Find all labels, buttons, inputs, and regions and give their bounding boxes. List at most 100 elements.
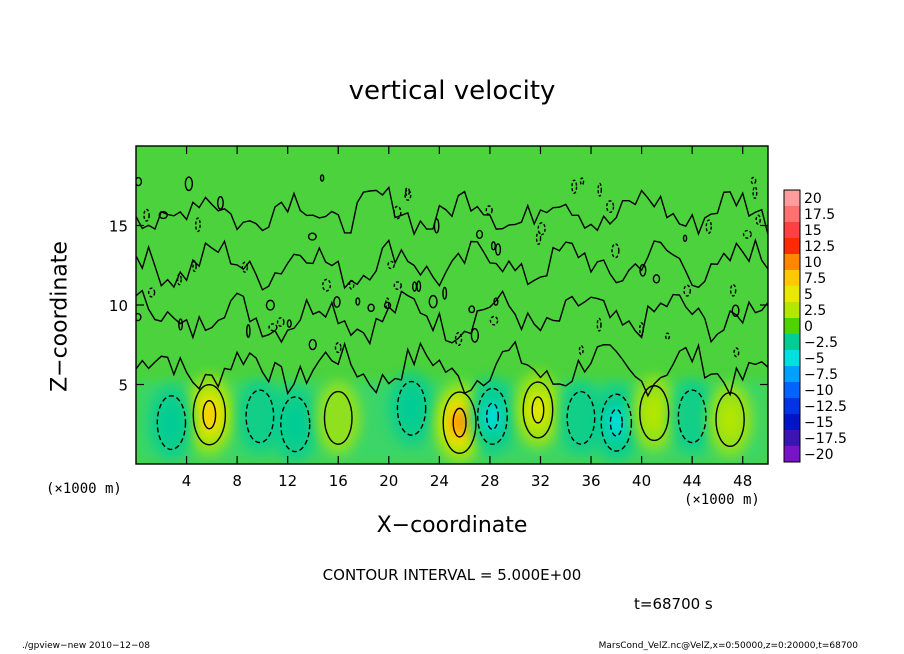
downdraft-cell <box>237 379 283 454</box>
colorbar-label: −17.5 <box>804 431 847 447</box>
colorbar-swatch <box>784 382 800 398</box>
downdraft-core-contour <box>485 402 499 431</box>
small-eddy <box>276 317 285 327</box>
small-eddy <box>485 205 493 216</box>
colorbar-label: −5 <box>804 351 825 367</box>
small-eddy <box>348 279 355 290</box>
small-eddy <box>490 241 496 251</box>
footer-program: ./gpview−new 2010−12−08 <box>22 641 150 651</box>
small-eddy <box>265 299 275 311</box>
small-eddy <box>705 219 712 234</box>
small-eddy <box>241 261 249 273</box>
zero-contour <box>136 289 768 346</box>
downdraft-contour <box>280 396 311 453</box>
small-eddy <box>147 287 156 298</box>
small-eddy <box>308 338 317 351</box>
small-eddy <box>742 229 752 239</box>
colorbar: 2017.51512.5107.552.50−2.5−5−7.5−10−12.5… <box>783 189 847 463</box>
contour-interval: CONTOUR INTERVAL = 5.000E+00 <box>322 566 582 584</box>
chart-title: vertical velocity <box>348 76 556 106</box>
small-eddy <box>393 205 402 220</box>
downdraft-contour <box>245 389 275 444</box>
colorbar-label: −2.5 <box>804 335 838 351</box>
small-eddy <box>412 281 418 292</box>
colorbar-swatch <box>784 238 800 254</box>
small-eddy <box>322 278 332 292</box>
small-eddy <box>733 347 740 358</box>
colorbar-label: 15 <box>804 223 822 239</box>
small-eddy <box>682 234 688 243</box>
x-tick-label: 24 <box>430 472 449 490</box>
colorbar-swatch <box>784 398 800 414</box>
small-eddy <box>468 305 476 314</box>
colorbar-swatch <box>784 222 800 238</box>
updraft-cell <box>513 370 562 449</box>
colorbar-swatch <box>784 414 800 430</box>
updraft-cell <box>315 380 362 456</box>
x-tick-label: 44 <box>683 472 702 490</box>
small-eddy <box>611 243 620 259</box>
velocity-field <box>136 370 768 464</box>
colorbar-swatch <box>784 254 800 270</box>
small-eddy <box>750 176 757 185</box>
y-tick-label: 5 <box>118 377 128 395</box>
downdraft-cell <box>388 370 435 447</box>
downdraft-contour <box>156 395 187 451</box>
small-eddy <box>192 260 197 273</box>
colorbar-label: −7.5 <box>804 367 838 383</box>
colorbar-label: 5 <box>804 287 813 303</box>
small-eddy <box>383 301 392 310</box>
colorbar-label: 0 <box>804 319 813 335</box>
colorbar-label: −15 <box>804 415 834 431</box>
x-axis-label: X−coordinate <box>376 513 528 538</box>
contour-lines <box>136 174 768 454</box>
x-axis: 4 8 12 16 20 24 28 32 36 40 44 48 <box>182 146 752 490</box>
x-tick-label: 20 <box>379 472 398 490</box>
updraft-cell <box>706 381 754 458</box>
small-eddy <box>136 312 142 322</box>
small-eddy <box>664 332 671 341</box>
downdraft-contour <box>476 387 508 445</box>
small-eddy <box>404 187 411 197</box>
updraft-contour <box>639 385 670 442</box>
small-eddy <box>355 297 361 306</box>
downdraft-cell <box>669 379 715 454</box>
updraft-cell <box>183 373 235 457</box>
small-eddy <box>393 281 402 291</box>
y-axis: 5 10 15 <box>109 218 768 395</box>
small-eddy <box>387 260 395 270</box>
small-eddy <box>489 315 499 326</box>
colorbar-swatch <box>784 206 800 222</box>
colorbar-label: 17.5 <box>804 207 835 223</box>
zero-contour <box>136 237 768 291</box>
y-axis-unit: (×1000 m) <box>46 481 122 497</box>
downdraft-cell <box>148 384 195 461</box>
x-axis-unit: (×1000 m) <box>684 492 760 508</box>
small-eddy <box>195 217 201 233</box>
small-eddy <box>683 284 691 297</box>
downdraft-contour <box>677 389 707 444</box>
updraft-core-contour <box>202 399 217 430</box>
x-tick-label: 48 <box>733 472 752 490</box>
small-eddy <box>367 303 375 313</box>
downdraft-contour <box>566 390 596 445</box>
time-stamp: t=68700 s <box>634 595 713 613</box>
colorbar-swatch <box>784 334 800 350</box>
small-eddy <box>334 342 342 354</box>
small-eddy <box>537 222 546 236</box>
zero-contour <box>136 185 768 237</box>
x-tick-label: 32 <box>531 472 550 490</box>
small-eddy <box>158 210 168 220</box>
small-eddy <box>246 324 251 338</box>
small-eddy <box>493 297 499 306</box>
updraft-contour <box>442 391 477 454</box>
colorbar-label: 10 <box>804 255 822 271</box>
small-eddy <box>755 214 761 225</box>
small-eddy <box>268 323 278 332</box>
colorbar-label: 7.5 <box>804 271 826 287</box>
updraft-contour <box>522 381 554 439</box>
small-eddy <box>606 200 615 214</box>
colorbar-swatch <box>784 302 800 318</box>
footer-source: MarsCond_VelZ.nc@VelZ,x=0:50000,z=0:2000… <box>598 641 858 651</box>
